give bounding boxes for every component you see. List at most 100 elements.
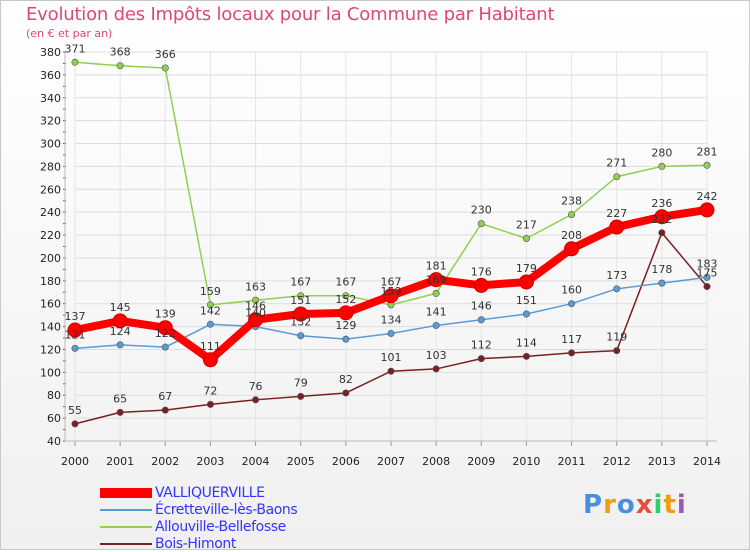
x-tick-label: 2004	[242, 455, 270, 468]
y-tick-label: 280	[40, 160, 61, 173]
logo-letter: i	[653, 490, 664, 520]
data-label: 67	[158, 390, 172, 403]
data-label: 142	[200, 304, 221, 317]
proxiti-logo: Proxiti	[583, 490, 687, 520]
x-tick-label: 2001	[106, 455, 134, 468]
x-tick-label: 2014	[693, 455, 721, 468]
legend-swatch	[100, 508, 152, 511]
chart-subtitle: (en € et par an)	[26, 27, 113, 40]
data-point	[206, 301, 214, 309]
data-point	[383, 288, 399, 304]
data-point	[157, 320, 173, 336]
data-label: 112	[471, 339, 492, 352]
y-tick-label: 60	[47, 412, 61, 425]
data-label: 222	[651, 213, 672, 226]
data-label: 159	[381, 285, 402, 298]
x-tick-label: 2011	[558, 455, 586, 468]
data-point	[387, 329, 395, 337]
legend-swatch	[100, 487, 152, 498]
data-label: 227	[606, 207, 627, 220]
x-tick-label: 2003	[196, 455, 224, 468]
data-point	[116, 62, 124, 70]
y-tick-label: 120	[40, 343, 61, 356]
data-label: 175	[697, 267, 718, 280]
data-labels: 137 145 139 111 146 151 152 167 181 176 179 208 227 2…	[65, 42, 718, 417]
data-label: 208	[561, 229, 582, 242]
data-label: 238	[561, 194, 582, 207]
data-point	[206, 320, 214, 328]
data-label: 152	[335, 293, 356, 306]
data-label: 280	[651, 146, 672, 159]
data-point	[206, 400, 214, 408]
data-point	[703, 283, 711, 291]
data-point	[71, 344, 79, 352]
data-point	[522, 352, 530, 360]
x-tick-label: 2009	[467, 455, 495, 468]
data-point	[522, 234, 530, 242]
legend: VALLIQUERVILLE Écretteville-lès-Baons Allo…	[100, 484, 298, 552]
y-tick-label: 200	[40, 252, 61, 265]
data-point	[161, 343, 169, 351]
data-label: 230	[471, 204, 492, 217]
y-tick-label: 300	[40, 138, 61, 151]
data-label: 217	[516, 218, 537, 231]
data-label: 103	[426, 349, 447, 362]
data-point	[116, 341, 124, 349]
data-point	[432, 365, 440, 373]
data-point	[703, 161, 711, 169]
data-point	[658, 279, 666, 287]
data-point	[202, 352, 218, 368]
data-point	[71, 420, 79, 428]
data-label: 236	[651, 197, 672, 210]
data-label: 76	[249, 380, 263, 393]
data-point	[67, 322, 83, 338]
y-tick-label: 80	[47, 389, 61, 402]
data-point	[568, 349, 576, 357]
data-label: 163	[245, 280, 266, 293]
data-point	[428, 272, 444, 288]
data-label: 65	[113, 392, 127, 405]
data-point	[658, 162, 666, 170]
data-label: 55	[68, 404, 82, 417]
data-point	[654, 209, 670, 225]
data-label: 101	[381, 351, 402, 364]
data-label: 79	[294, 376, 308, 389]
legend-item: Bois-Himont	[100, 535, 297, 552]
data-label: 366	[155, 48, 176, 61]
y-tick-label: 140	[40, 321, 61, 334]
data-point	[71, 58, 79, 66]
data-label: 145	[110, 301, 131, 314]
legend-swatch	[100, 542, 152, 545]
data-label: 132	[290, 316, 311, 329]
data-label: 146	[471, 300, 492, 313]
logo-letter: x	[635, 490, 654, 520]
legend-label: VALLIQUERVILLE	[155, 484, 265, 501]
data-point	[252, 396, 260, 404]
data-label: 173	[606, 269, 627, 282]
data-label: 151	[290, 294, 311, 307]
x-tick-label: 2005	[287, 455, 315, 468]
data-label: 176	[471, 265, 492, 278]
x-tick-label: 2012	[603, 455, 631, 468]
legend-swatch	[100, 525, 152, 528]
legend-label: Allouville-Bellefosse	[155, 518, 286, 535]
chart-title: Evolution des Impôts locaux pour la Comm…	[26, 4, 555, 25]
data-label: 117	[561, 333, 582, 346]
data-point	[338, 305, 354, 321]
legend-label: Bois-Himont	[155, 535, 236, 552]
data-point	[297, 292, 305, 300]
data-label: 114	[516, 336, 537, 349]
data-label: 119	[606, 331, 627, 344]
data-label: 141	[426, 305, 447, 318]
data-point	[477, 220, 485, 228]
line-chart: 40 60 80 100 120 140 160 180 200 220 240 260 280 300 3…	[40, 42, 721, 468]
x-tick-label: 2008	[422, 455, 450, 468]
data-point	[248, 312, 264, 328]
x-tick-label: 2002	[151, 455, 179, 468]
logo-letter: P	[583, 490, 604, 520]
data-point	[518, 274, 534, 290]
y-tick-label: 160	[40, 298, 61, 311]
data-label: 139	[155, 308, 176, 321]
data-point	[613, 347, 621, 355]
data-label: 271	[606, 157, 627, 170]
